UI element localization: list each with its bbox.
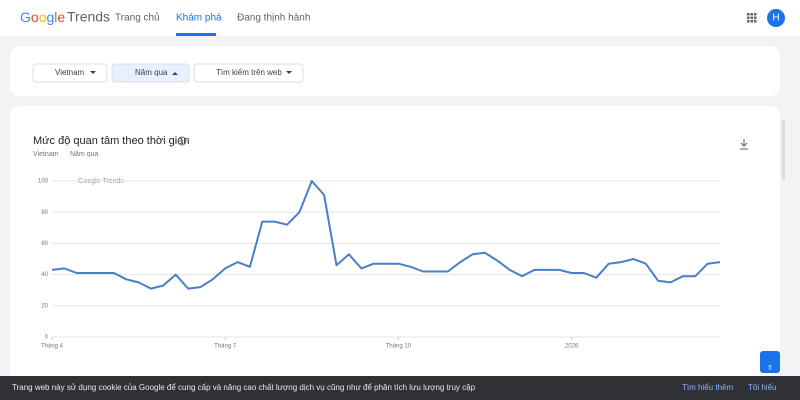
x-tick-label: 2026 [565, 344, 579, 350]
active-indicator [176, 33, 216, 36]
feedback-badge[interactable] [760, 351, 780, 373]
chart-card [10, 106, 780, 400]
plot: 0 20 40 60 80 100 Tháng 4 Tháng 7 Tháng 10 2026 [38, 179, 721, 350]
x-tick-label: Tháng 10 [386, 344, 412, 350]
trend-line [51, 180, 721, 290]
filter-property[interactable]: Tìm kiếm trên web [216, 68, 282, 77]
x-tick-label: Tháng 4 [41, 344, 64, 350]
y-tick-label: 80 [41, 210, 48, 216]
filter-location[interactable]: Vietnam [55, 68, 85, 77]
dropdown-arrow [90, 71, 96, 74]
nav-tab[interactable]: Đang thịnh hành [237, 13, 310, 24]
avatar-letter[interactable]: H [772, 13, 779, 24]
dropdown-arrow [172, 72, 178, 75]
logo-product[interactable]: Trends [67, 9, 110, 25]
logo-brand[interactable]: Google [20, 9, 65, 25]
y-tick-label: 0 [45, 335, 49, 341]
download-icon[interactable] [740, 139, 748, 150]
accept-button[interactable]: Tôi hiểu [748, 383, 776, 392]
badge-count[interactable]: 5 [768, 366, 772, 372]
info-icon[interactable] [177, 136, 187, 146]
chart-title: Mức độ quan tâm theo thời gian [33, 135, 189, 147]
filter-chip[interactable] [193, 63, 304, 83]
filter-chip[interactable] [111, 63, 190, 83]
nav-tab-active[interactable]: Khám phá [176, 13, 222, 24]
x-tick-label: Tháng 7 [214, 344, 237, 350]
dropdown-arrow [286, 71, 292, 74]
cookie-text: Trang web này sử dụng cookie của Google … [12, 383, 476, 392]
chart-location: Vietnam [33, 151, 59, 158]
filter-period[interactable]: Năm qua [135, 68, 168, 77]
learn-more-link[interactable]: Tìm hiểu thêm [682, 383, 733, 392]
y-tick-label: 20 [41, 303, 48, 309]
filter-card [10, 46, 780, 96]
apps-icon[interactable] [747, 13, 757, 23]
y-tick-label: 60 [41, 241, 48, 247]
scrollbar [782, 120, 785, 180]
y-tick-label: 100 [38, 179, 49, 185]
header-bar [0, 0, 800, 36]
nav-tab[interactable]: Trang chủ [115, 12, 160, 24]
cookie-banner [0, 376, 800, 400]
filter-chip[interactable] [32, 63, 108, 83]
y-tick-label: 40 [41, 272, 48, 278]
chart-period: Năm qua [70, 151, 99, 158]
avatar[interactable] [767, 9, 785, 27]
